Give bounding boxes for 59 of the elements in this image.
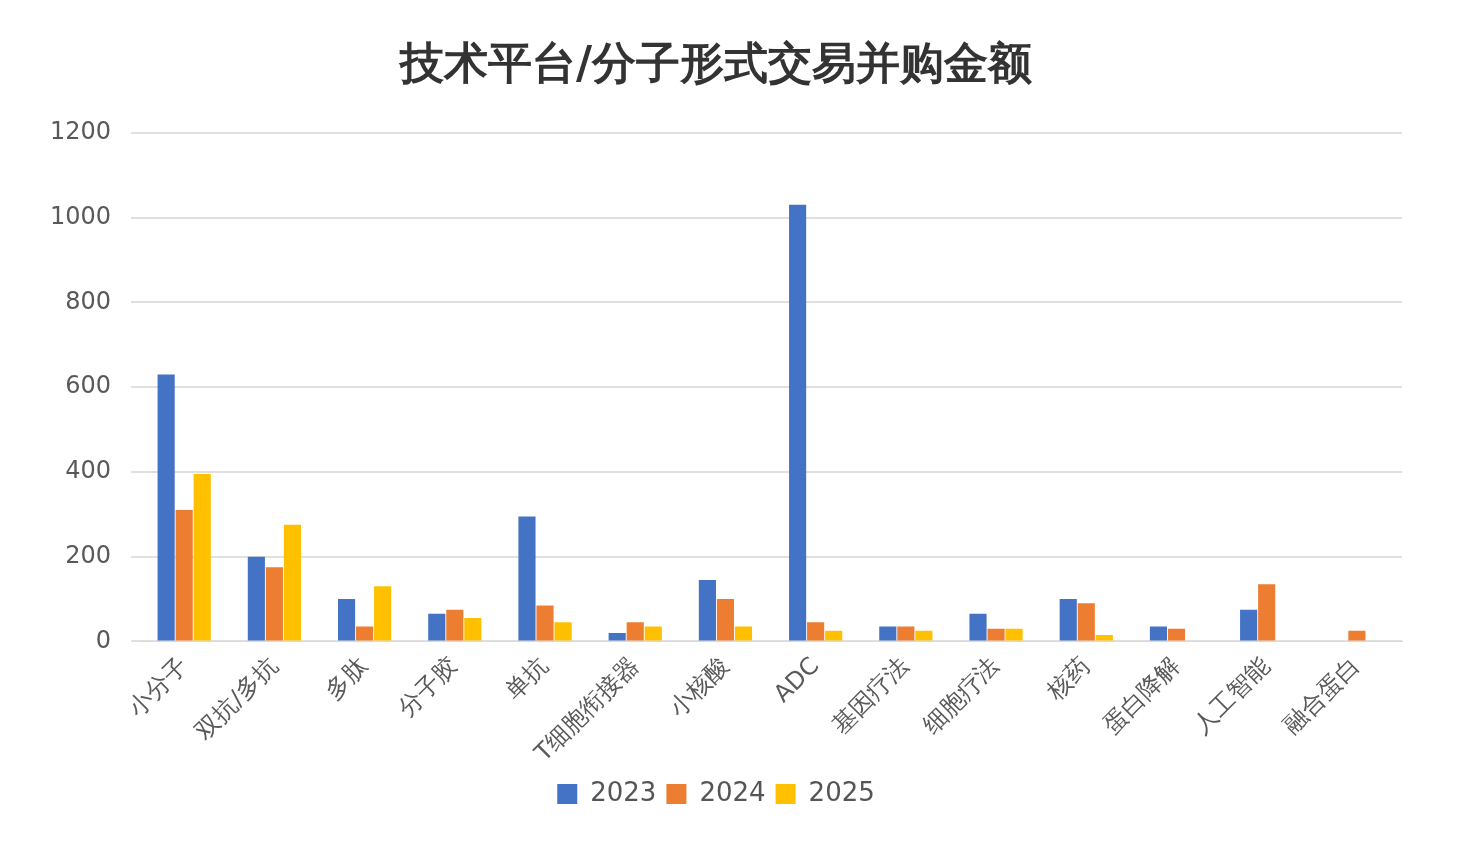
y-tick-label: 1000 [50, 201, 112, 230]
bar [825, 630, 843, 641]
bar [283, 524, 301, 641]
bar [608, 632, 626, 641]
y-tick-label: 400 [65, 456, 112, 485]
bar [915, 630, 933, 641]
y-tick-label: 600 [65, 371, 112, 400]
bar [1149, 626, 1168, 641]
bar [428, 613, 446, 641]
x-tick-label: 分子胶 [392, 651, 464, 723]
bar [1005, 628, 1023, 641]
bar [897, 626, 915, 641]
bar [698, 579, 716, 641]
bar [789, 204, 807, 641]
bar [644, 626, 662, 641]
legend-label: 2024 [699, 776, 766, 807]
x-tick-label: 基因疗法 [826, 651, 915, 740]
y-tick-label: 800 [65, 286, 112, 315]
bar [1095, 635, 1113, 641]
bar [157, 374, 175, 641]
bar [536, 605, 554, 641]
bar [1348, 630, 1366, 641]
bar [518, 516, 536, 641]
legend-label: 2023 [590, 776, 657, 807]
bar [716, 599, 735, 641]
chart-title: 技术平台/分子形式交易并购金额 [397, 36, 1033, 88]
bar [374, 586, 392, 641]
bar [265, 567, 283, 641]
bar [807, 622, 825, 641]
x-tick-label: 小核酸 [663, 651, 735, 723]
x-tick-label: 多肽 [319, 651, 374, 706]
bar [987, 628, 1005, 641]
x-tick-label: 核药 [1040, 651, 1095, 706]
x-tick-label: 蛋白降解 [1097, 651, 1186, 740]
bar [356, 626, 374, 641]
x-tick-label: 细胞疗法 [917, 651, 1005, 740]
x-tick-label: 人工智能 [1187, 651, 1276, 740]
y-tick-label: 1200 [50, 117, 112, 146]
x-tick-label: 单抗 [499, 651, 554, 706]
bar [175, 510, 193, 641]
y-tick-label: 200 [65, 540, 112, 569]
bar [464, 618, 482, 641]
y-tick-label: 0 [95, 625, 112, 654]
bar [969, 613, 987, 641]
bar [247, 556, 265, 641]
bar [554, 622, 572, 641]
bar [879, 626, 897, 641]
legend-label: 2025 [808, 776, 875, 807]
bar [446, 609, 464, 641]
bar [1258, 584, 1276, 641]
bar [734, 626, 753, 641]
bar [1077, 603, 1095, 641]
bar [337, 599, 356, 641]
bar [1240, 609, 1258, 641]
bar [193, 474, 211, 641]
bar [1059, 599, 1077, 641]
bar [626, 622, 644, 641]
bar [1167, 628, 1186, 641]
x-tick-label: 融合蛋白 [1277, 651, 1366, 740]
